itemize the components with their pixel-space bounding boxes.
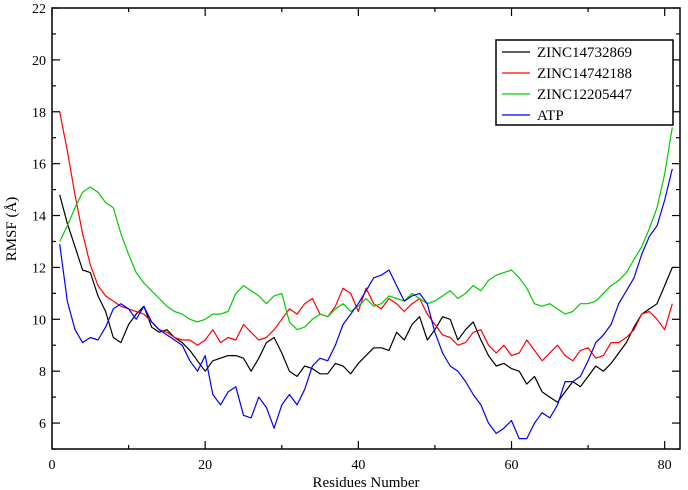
y-axis-ticks: 6 8 10 12 14 16 18 20 22 [32, 2, 680, 450]
legend-label: ATP [537, 108, 564, 124]
y-tick-label: 8 [39, 365, 46, 380]
series-line-zinc14742188 [59, 111, 673, 362]
y-tick-label: 12 [32, 261, 46, 276]
series-line-zinc12205447 [59, 127, 673, 331]
legend-label: ZINC12205447 [537, 87, 632, 103]
y-tick-label: 22 [32, 2, 46, 17]
legend-label: ZINC14732869 [537, 45, 632, 61]
series-layer [59, 111, 673, 440]
y-tick-label: 6 [39, 417, 46, 432]
legend-box [495, 39, 674, 126]
x-tick-label: 80 [658, 458, 672, 473]
y-tick-label: 18 [32, 106, 46, 121]
x-axis-ticks: 0 20 40 60 80 [49, 8, 672, 473]
x-tick-label: 20 [198, 458, 212, 473]
x-tick-label: 0 [49, 458, 56, 473]
series-line-atp [59, 168, 673, 440]
legend-label: ZINC14742188 [537, 66, 632, 82]
y-tick-label: 16 [32, 158, 46, 173]
y-tick-label: 14 [32, 210, 46, 225]
y-tick-label: 20 [32, 54, 46, 69]
y-axis-title: RMSF (Å) [4, 197, 20, 262]
x-axis-title: Residues Number [312, 475, 419, 490]
x-tick-label: 60 [505, 458, 519, 473]
x-tick-label: 40 [351, 458, 365, 473]
legend: ZINC14732869 ZINC14742188 ZINC12205447 ATP [495, 39, 674, 126]
y-tick-label: 10 [32, 313, 46, 328]
plot-area-frame [51, 7, 681, 450]
